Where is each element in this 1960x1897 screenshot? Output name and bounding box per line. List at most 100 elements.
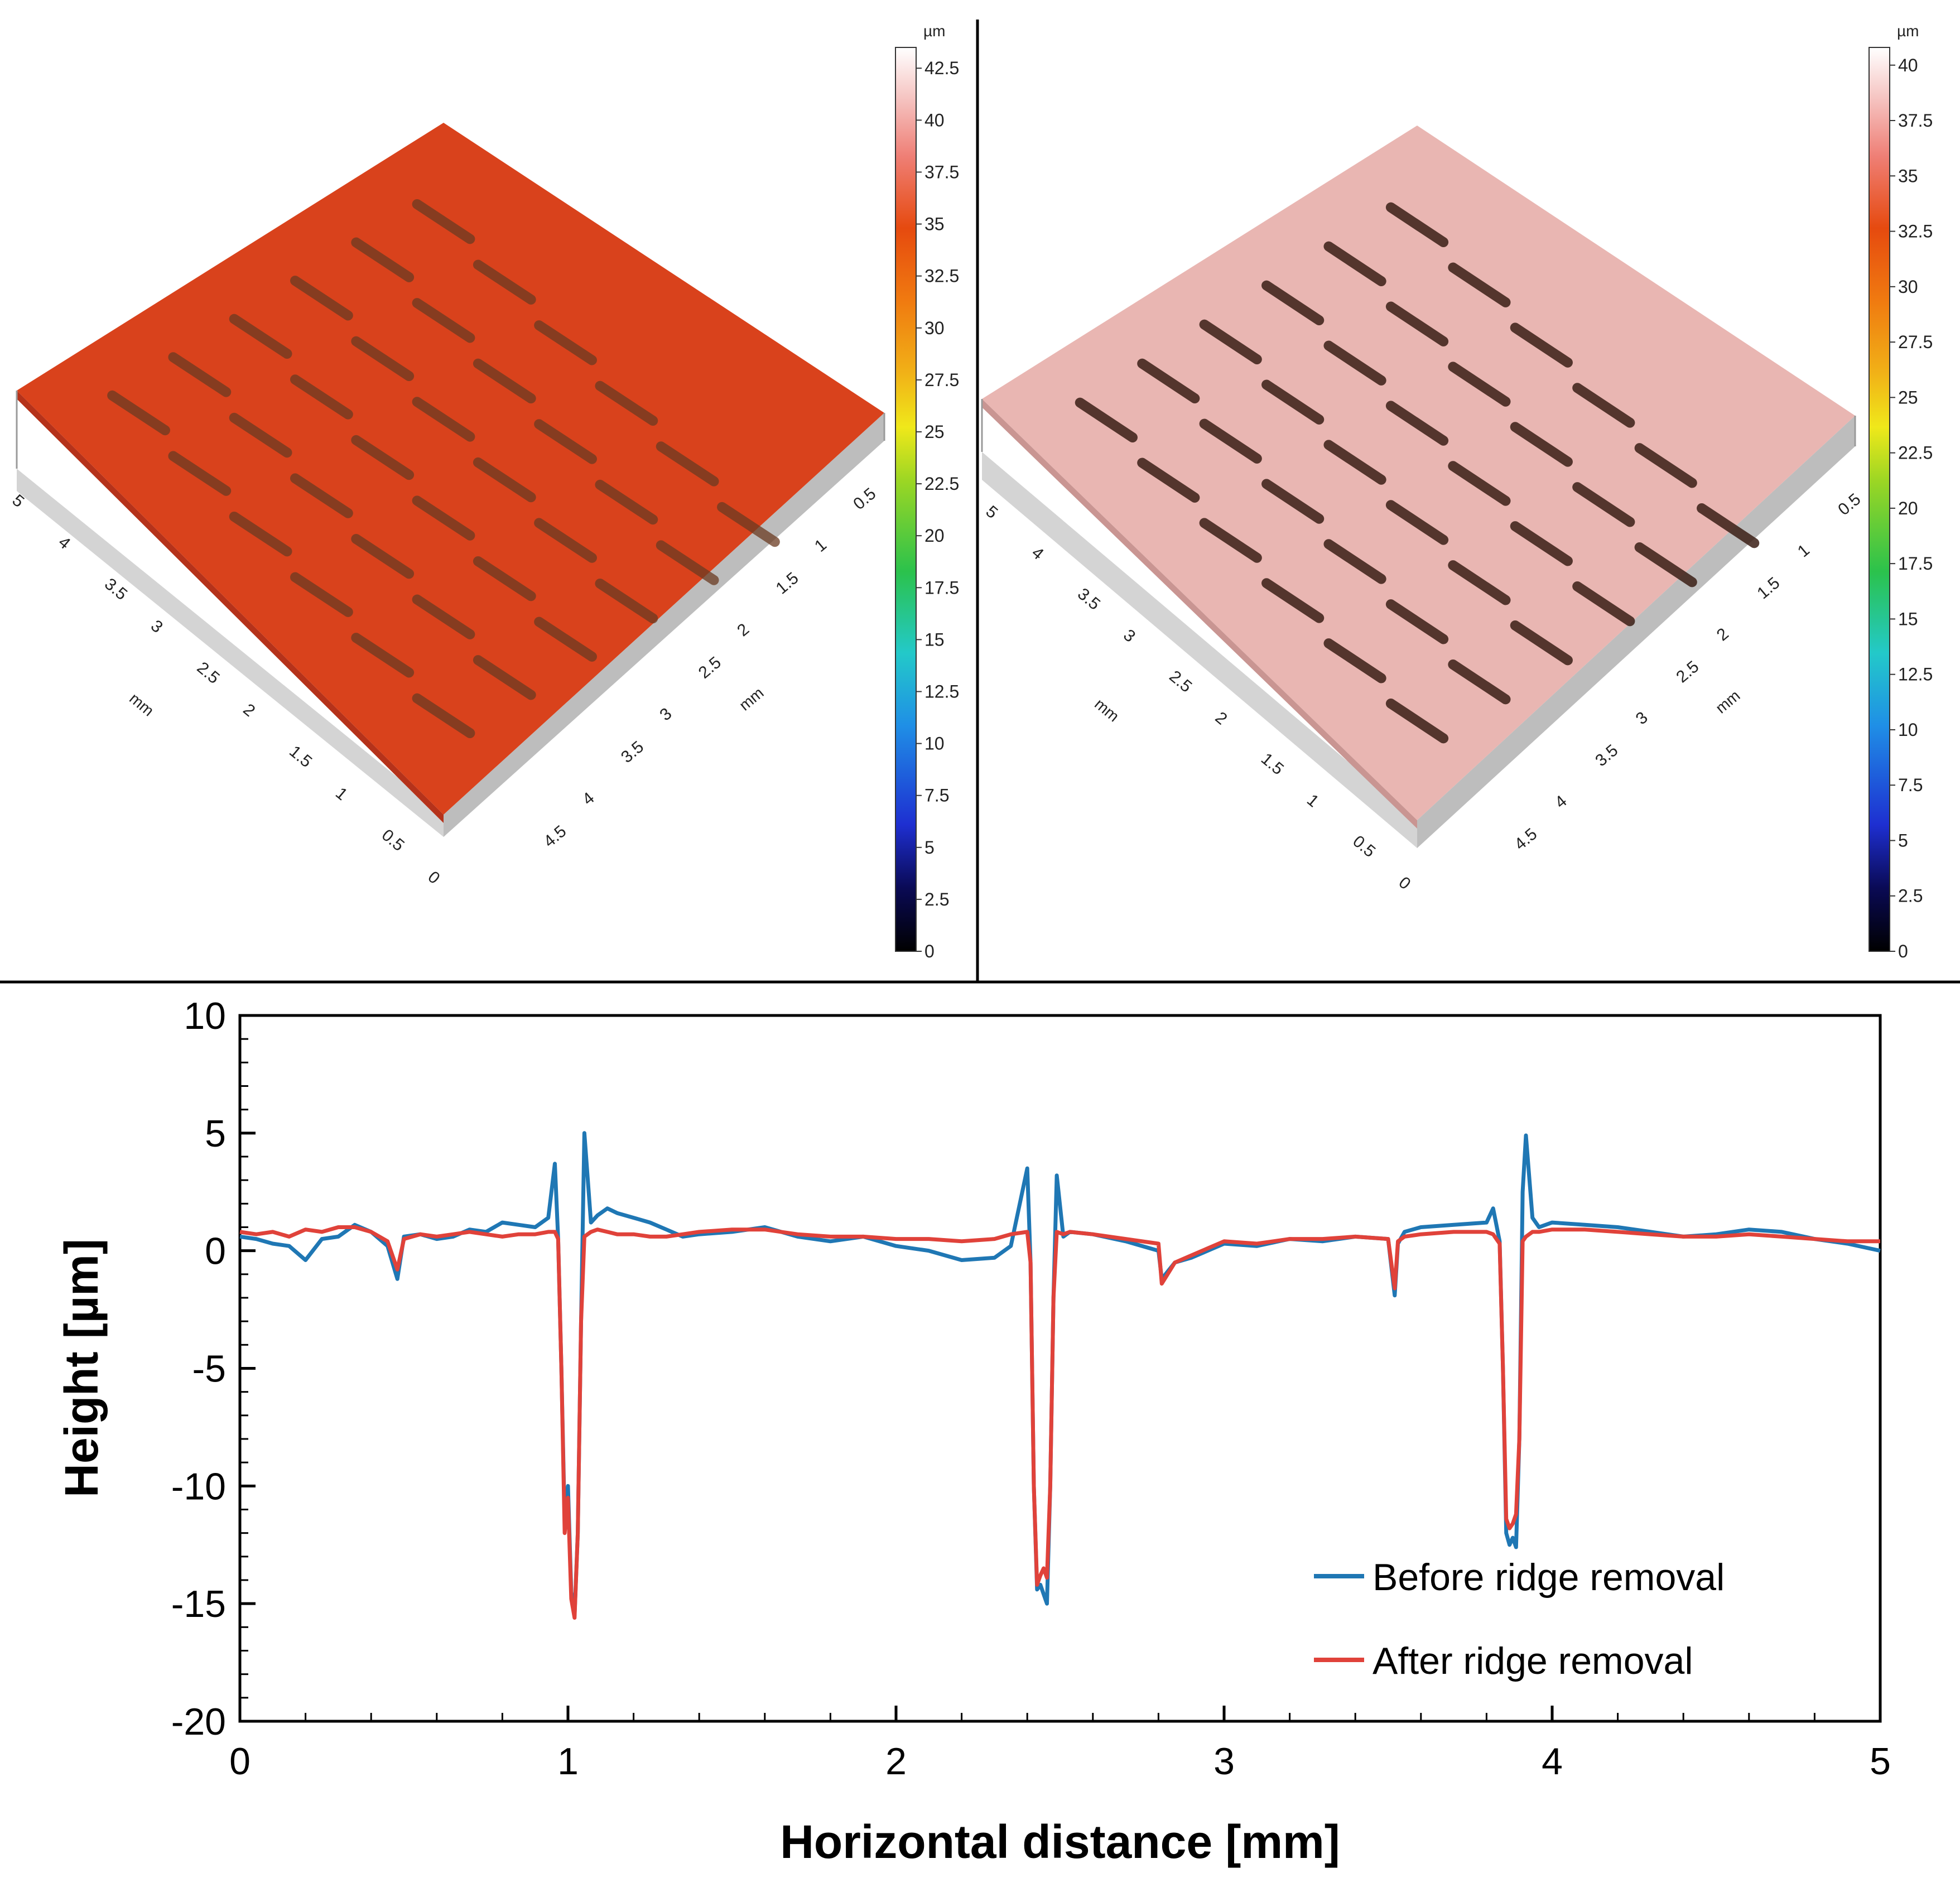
colorbar-tick-label: 15 <box>1898 609 1918 629</box>
groove-mark <box>1199 418 1262 464</box>
right-base-left-face <box>982 452 1417 848</box>
colorbar-tick-label: 30 <box>924 318 945 338</box>
groove-mark <box>1572 482 1635 527</box>
groove-mark <box>1323 340 1386 386</box>
x-tick-label: 4 <box>1542 1740 1563 1783</box>
right-axis-unit-left: mm <box>1091 695 1123 725</box>
colorbar-tick-label: 12.5 <box>1898 665 1933 685</box>
axis-tick-label: 0 <box>425 868 444 888</box>
groove-mark <box>1261 280 1325 326</box>
colorbar-tick-label: 22.5 <box>924 474 959 494</box>
groove-mark <box>1323 638 1386 683</box>
groove-mark <box>1199 518 1262 563</box>
colorbar-tick-label: 40 <box>1898 55 1918 75</box>
groove-mark <box>1634 443 1697 488</box>
left-surface-panel: 00.511.522.533.545 4.543.532.521.510.5 m… <box>9 123 885 888</box>
colorbar-tick-label: 20 <box>924 526 945 546</box>
colorbar-tick-label: 2.5 <box>1898 886 1923 906</box>
colorbar-tick-label: 17.5 <box>1898 553 1933 574</box>
colorbar-tick-label: 7.5 <box>924 786 949 806</box>
groove-mark <box>1510 620 1573 666</box>
groove-mark <box>1261 578 1325 623</box>
axis-tick-label: 1 <box>811 536 830 556</box>
axis-tick-label: 0.5 <box>850 484 879 513</box>
colorbar-tick-label: 37.5 <box>924 162 959 182</box>
groove-mark <box>1448 461 1511 506</box>
groove-mark <box>1448 262 1511 307</box>
groove-mark <box>1261 379 1325 425</box>
y-axis-label: Height [µm] <box>55 1239 108 1498</box>
right-colorbar-gradient <box>1868 47 1890 952</box>
groove-mark <box>351 435 415 480</box>
groove-mark <box>1323 440 1386 485</box>
groove-mark <box>1323 241 1386 287</box>
groove-mark <box>1385 401 1449 446</box>
groove-mark <box>1448 659 1511 705</box>
colorbar-tick-label: 15 <box>924 629 945 649</box>
colorbar-tick-label: 40 <box>924 110 945 130</box>
left-base-left-face <box>17 469 444 837</box>
axis-tick-label: 1.5 <box>286 742 315 771</box>
colorbar-tick-label: 42.5 <box>924 58 959 78</box>
left-axis-unit-left: mm <box>126 690 157 720</box>
groove-mark <box>168 451 232 496</box>
groove-mark <box>595 578 658 624</box>
right-surface-panel: 0 0.5 1 1.5 2 2.5 3 3.5 4 5 4.5 4 3.5 3 2.5 2 1.5 1 0.5 m… <box>981 126 1864 893</box>
colorbar-tick-label: 22.5 <box>1898 443 1933 463</box>
colorbar-tick-label: 0 <box>1898 941 1908 961</box>
x-tick-label: 2 <box>885 1740 907 1783</box>
axis-tick-label: 3.5 <box>1074 585 1104 614</box>
groove-mark <box>534 617 597 662</box>
groove-mark <box>473 556 536 601</box>
groove-mark <box>1448 362 1511 407</box>
legend: Before ridge removal After ridge removal <box>1314 1556 1725 1682</box>
profile-chart: 10 5 0 -5 -10 -15 -20 0 1 2 3 4 5 Horizontal distan… <box>55 995 1891 1868</box>
groove-mark <box>1385 500 1449 545</box>
groove-mark <box>1448 560 1511 605</box>
left-colorbar-gradient <box>895 47 917 952</box>
axis-tick-label: 4.5 <box>540 822 570 851</box>
left-grooves <box>107 199 780 739</box>
axis-tick-label: 3 <box>1120 626 1139 646</box>
groove-mark <box>595 381 658 426</box>
groove-mark <box>717 502 780 547</box>
axis-tick-label: 5 <box>983 502 1001 522</box>
legend-label-before: Before ridge removal <box>1373 1556 1725 1599</box>
groove-mark <box>1634 542 1697 588</box>
colorbar-tick-label: 30 <box>1898 277 1918 297</box>
groove-mark <box>473 655 536 700</box>
groove-mark <box>1137 358 1200 404</box>
axis-tick-label: 2.5 <box>194 658 223 687</box>
axis-tick-label: 2 <box>734 620 753 640</box>
x-tick-label: 3 <box>1213 1740 1235 1783</box>
right-grooves <box>1075 202 1760 744</box>
axis-tick-label: 4 <box>579 789 598 809</box>
colorbar-tick-label: 35 <box>924 214 945 234</box>
groove-mark <box>1385 599 1449 644</box>
groove-mark <box>656 540 719 585</box>
axis-tick-label: 4 <box>1028 543 1047 564</box>
colorbar-tick-label: 2.5 <box>924 889 949 909</box>
axis-tick-label: 1.5 <box>1258 749 1287 778</box>
groove-mark <box>1697 503 1760 548</box>
right-surface-top <box>982 126 1855 820</box>
axis-tick-label: 0.5 <box>1834 490 1864 519</box>
left-colorbar-unit: µm <box>923 22 945 40</box>
axis-tick-label: 3 <box>147 617 166 637</box>
y-tick-label: 5 <box>205 1113 226 1155</box>
axis-tick-label: 2 <box>1212 709 1231 729</box>
left-surface-front-edge <box>17 391 444 823</box>
groove-mark <box>1510 422 1573 467</box>
series-line-after <box>239 1225 1880 1620</box>
groove-mark <box>1261 479 1325 524</box>
y-tick-label: -10 <box>171 1465 226 1508</box>
colorbar-tick-label: 12.5 <box>924 681 959 701</box>
groove-mark <box>412 594 475 639</box>
groove-mark <box>1572 581 1635 627</box>
axis-tick-label: 2 <box>1713 624 1732 644</box>
axis-tick-label: 2.5 <box>695 653 725 682</box>
axis-tick-label: 4 <box>55 533 74 553</box>
groove-mark <box>534 419 597 464</box>
axis-tick-label: 1 <box>1794 541 1813 561</box>
y-tick-label: -5 <box>192 1348 226 1390</box>
